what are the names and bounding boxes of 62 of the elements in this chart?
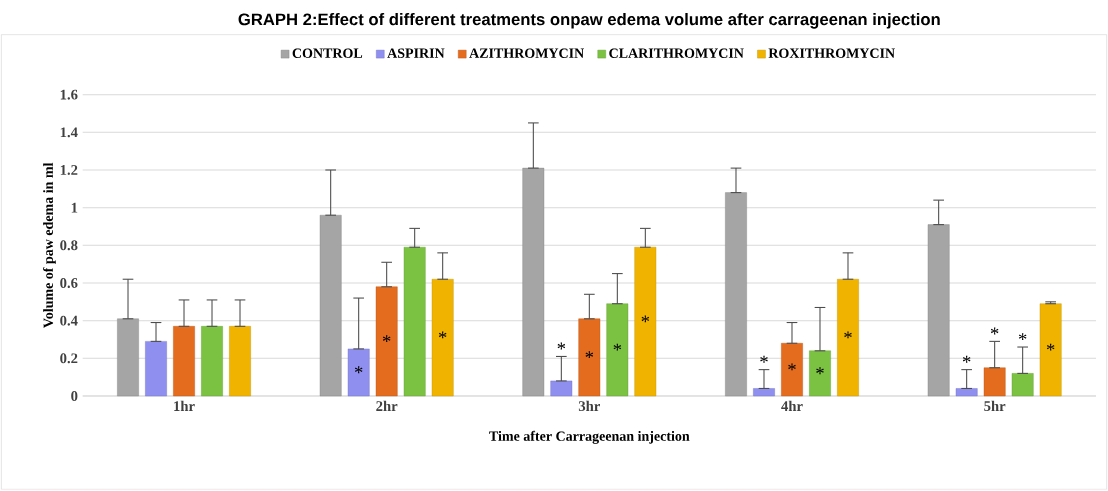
bar (1039, 303, 1062, 397)
bar (809, 350, 831, 397)
bar (431, 279, 454, 397)
legend-label: ROXITHROMYCIN (768, 48, 895, 59)
bar (634, 247, 657, 397)
data-label: * (788, 363, 796, 371)
data-label: * (354, 366, 363, 374)
legend-label: CLARITHROMYCIN (609, 48, 744, 59)
x-tick-label: 5hr (984, 400, 1006, 412)
y-tick-label: 0.6 (60, 278, 78, 289)
data-label: * (557, 342, 566, 350)
legend-label: ASPIRIN (387, 48, 445, 59)
bar (201, 326, 223, 397)
bar (725, 192, 747, 397)
bar (837, 279, 859, 397)
bar (229, 326, 251, 397)
data-label: * (990, 327, 999, 335)
data-label: * (1018, 333, 1027, 341)
y-tick-label: 0.8 (60, 240, 78, 251)
x-axis-title: Time after Carrageenan injection (489, 431, 690, 444)
legend-label: AZITHROMYCIN (469, 48, 584, 59)
bar (927, 224, 950, 397)
bar (319, 215, 342, 397)
x-tick-label: 4hr (781, 400, 803, 412)
y-tick-label: 1.4 (60, 127, 78, 138)
bar (145, 341, 167, 397)
bar (403, 247, 426, 397)
y-tick-label: 1.6 (60, 89, 78, 100)
data-label: * (382, 335, 391, 343)
bar (173, 326, 195, 397)
legend-label: CONTROL (292, 48, 363, 59)
y-axis-title: Volume of paw edema in ml (42, 162, 56, 329)
x-tick-label: 1hr (174, 400, 195, 412)
y-tick-label: 0.4 (60, 315, 78, 326)
chart-title: GRAPH 2:Effect of different treatments onpaw edema volume after carrageenan injection (238, 13, 940, 29)
bar (375, 286, 398, 397)
y-tick-label: 0.2 (60, 353, 78, 364)
y-tick-label: 0 (71, 391, 78, 402)
data-label: * (641, 315, 650, 323)
bar (606, 303, 629, 397)
x-tick-label: 3hr (578, 400, 601, 412)
data-label: * (760, 355, 768, 363)
bar (578, 318, 601, 397)
bar (983, 367, 1006, 397)
data-label: * (438, 331, 447, 339)
bar (550, 380, 573, 397)
data-label: * (585, 351, 594, 359)
bar (955, 388, 978, 397)
data-label: * (1046, 343, 1055, 351)
bar (781, 343, 803, 397)
bar (347, 348, 370, 397)
bar (117, 318, 139, 397)
data-label: * (613, 343, 622, 351)
bar (522, 168, 545, 397)
data-label: * (844, 331, 852, 339)
y-tick-label: 1.2 (60, 165, 78, 176)
data-label: * (962, 355, 971, 363)
bar (753, 388, 775, 397)
bar (1011, 373, 1034, 397)
data-label: * (816, 367, 824, 375)
y-tick-label: 1 (71, 202, 78, 213)
x-tick-label: 2hr (376, 400, 398, 412)
